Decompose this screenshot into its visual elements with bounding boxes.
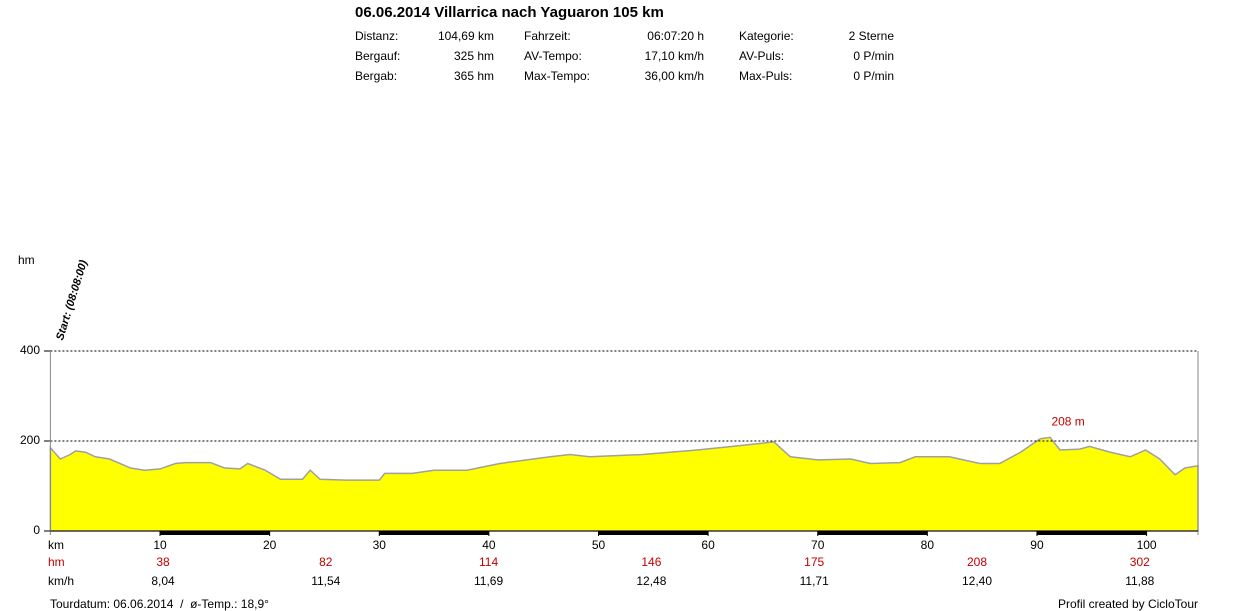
row-value: 11,69 bbox=[474, 574, 503, 588]
row-label: hm bbox=[48, 555, 65, 569]
stat-value: 365 hm bbox=[454, 69, 494, 83]
stat-value: 2 Sterne bbox=[849, 29, 895, 43]
stat-value: 06:07:20 h bbox=[647, 29, 704, 43]
stat-label: AV-Puls: bbox=[739, 49, 784, 63]
x-tick-label: 100 bbox=[1137, 538, 1157, 552]
row-value: 82 bbox=[319, 555, 333, 569]
x-tick-label: 60 bbox=[701, 538, 715, 552]
row-value: 11,54 bbox=[311, 574, 340, 588]
x-axis-label: km bbox=[48, 538, 64, 552]
stat-label: Max-Puls: bbox=[739, 69, 792, 83]
row-value: 12,40 bbox=[962, 574, 992, 588]
row-value: 302 bbox=[1130, 555, 1150, 569]
elevation-area bbox=[49, 436, 1199, 532]
x-tick-label: 50 bbox=[592, 538, 606, 552]
stat-label: Kategorie: bbox=[739, 29, 794, 43]
stat-value: 36,00 km/h bbox=[645, 69, 704, 83]
stat-label: Bergauf: bbox=[355, 49, 400, 63]
x-tick-label: 10 bbox=[153, 538, 167, 552]
y-tick-label: 0 bbox=[33, 523, 40, 537]
footer-left: Tourdatum: 06.06.2014 / ø-Temp.: 18,9° bbox=[50, 597, 269, 611]
row-label: km/h bbox=[48, 574, 74, 588]
stat-value: 104,69 km bbox=[438, 29, 494, 43]
start-label: Start: (08:08:00) bbox=[54, 258, 90, 341]
y-axis-label: hm bbox=[18, 253, 35, 267]
stat-label: Bergab: bbox=[355, 69, 397, 83]
x-tick-label: 40 bbox=[482, 538, 496, 552]
x-tick-label: 30 bbox=[373, 538, 387, 552]
row-value: 146 bbox=[641, 555, 661, 569]
scale-bar bbox=[1036, 531, 1147, 535]
stat-value: 17,10 km/h bbox=[645, 49, 704, 63]
scale-bar bbox=[160, 531, 270, 535]
stat-label: Max-Tempo: bbox=[524, 69, 590, 83]
row-value: 38 bbox=[156, 555, 170, 569]
row-value: 8,04 bbox=[151, 574, 175, 588]
row-value: 11,88 bbox=[1125, 574, 1154, 588]
footer-right: Profil created by CicloTour bbox=[1058, 597, 1198, 611]
stat-label: Fahrzeit: bbox=[524, 29, 571, 43]
y-tick-label: 400 bbox=[20, 343, 40, 357]
x-tick-label: 70 bbox=[811, 538, 825, 552]
stat-value: 0 P/min bbox=[853, 49, 894, 63]
stat-label: Distanz: bbox=[355, 29, 398, 43]
x-tick-label: 80 bbox=[921, 538, 935, 552]
title: 06.06.2014 Villarrica nach Yaguaron 105 … bbox=[355, 4, 664, 21]
x-tick-label: 90 bbox=[1030, 538, 1044, 552]
max-annotation: 208 m bbox=[1051, 415, 1084, 429]
x-tick-label: 20 bbox=[263, 538, 277, 552]
scale-bar bbox=[817, 531, 928, 535]
row-value: 11,71 bbox=[800, 574, 829, 588]
row-value: 208 bbox=[967, 555, 987, 569]
row-value: 12,48 bbox=[636, 574, 666, 588]
stat-value: 0 P/min bbox=[853, 69, 894, 83]
scale-bar bbox=[598, 531, 709, 535]
row-value: 114 bbox=[479, 555, 498, 569]
row-value: 175 bbox=[804, 555, 824, 569]
y-tick-label: 200 bbox=[20, 433, 40, 447]
scale-bar bbox=[379, 531, 489, 535]
stat-value: 325 hm bbox=[454, 49, 494, 63]
stat-label: AV-Tempo: bbox=[524, 49, 582, 63]
